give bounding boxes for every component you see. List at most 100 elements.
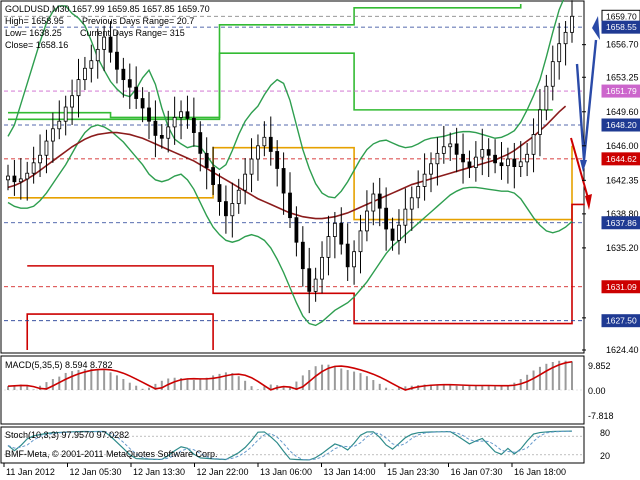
macd-tick-bottom: -7.818 [588, 411, 614, 421]
symbol-ohlc-line: GOLDUSD,M30 1657.99 1659.85 1657.85 1659… [5, 4, 210, 14]
pivot-r-upper [8, 4, 522, 121]
candle-body [115, 51, 119, 70]
ohlc-header: GOLDUSD,M30 1657.99 1659.85 1657.85 1659… [5, 4, 210, 50]
candle-body [185, 111, 190, 119]
candle-body [416, 186, 421, 199]
price-tick-label: 1642.35 [606, 175, 639, 185]
previous-days-range: Previous Days Range= 20.7 [82, 16, 194, 26]
candle-body [377, 193, 382, 209]
candle-body [409, 197, 414, 210]
candle-body [397, 224, 401, 241]
stoch-signal-line [7, 430, 573, 461]
candle-body [198, 132, 203, 154]
blue-arrow-head-icon [592, 16, 600, 40]
price-tag-box [601, 216, 640, 230]
low-value: Low= 1638.25 [5, 28, 62, 38]
close-value: Close= 1658.16 [5, 40, 68, 50]
copyright: BMF-Meta, © 2001-2011 MetaQuotes Softwar… [5, 449, 218, 459]
candle-body [313, 278, 318, 292]
price-tag-box [601, 118, 640, 132]
candle-body [262, 136, 267, 147]
candle-body [352, 251, 356, 268]
candle-body [275, 151, 280, 169]
candle-body [230, 203, 235, 217]
time-tick-label: 16 Jan 07:30 [451, 467, 503, 477]
candle-body [211, 167, 215, 185]
candle-body [159, 135, 164, 139]
price-tick-label: 1646.00 [606, 141, 639, 151]
candlesticks [6, 0, 574, 314]
candle-body [243, 173, 248, 191]
candle-body [249, 158, 254, 175]
candle-body [435, 152, 440, 165]
candle-body [256, 145, 260, 160]
candle-body [403, 208, 408, 226]
forecast-line-red [570, 137, 589, 199]
candle-body [18, 178, 23, 183]
candle-body [461, 153, 465, 163]
macd-label: MACD(5,35,5) 8.594 8.782 [5, 360, 113, 370]
bollinger-upper [7, 0, 565, 199]
candle-body [550, 61, 555, 87]
macd-indicator [4, 360, 582, 391]
time-tick-label: 12 Jan 22:00 [197, 467, 249, 477]
candle-body [326, 236, 331, 258]
price-tag-box [601, 314, 640, 328]
forecast-arrows [570, 16, 600, 210]
candle-body [12, 175, 17, 183]
pivot-s-lower [26, 313, 214, 350]
candle-body [95, 48, 100, 62]
candle-body [544, 85, 549, 111]
candle-body [467, 161, 472, 168]
price-tag-value: 1644.62 [606, 154, 637, 164]
candle-body [166, 126, 171, 139]
price-tag-value: 1637.86 [606, 218, 637, 228]
candle-body [108, 36, 113, 53]
candle-body [204, 152, 209, 168]
candle-body [224, 201, 228, 217]
stoch-panel[interactable] [0, 426, 585, 464]
candle-body [525, 153, 530, 163]
candle-body [345, 243, 350, 268]
time-tick-label: 12 Jan 13:30 [133, 467, 185, 477]
price-tag-box [601, 280, 640, 294]
price-tick-label: 1653.25 [606, 72, 639, 82]
pivot-s-upper [27, 203, 585, 325]
candle-body [473, 156, 478, 168]
candle-body [506, 158, 510, 167]
price-tag-value: 1651.79 [606, 86, 637, 96]
candle-body [365, 210, 369, 232]
high-value: High= 1658.95 [5, 16, 64, 26]
candle-body [557, 43, 562, 63]
macd-signal-line [7, 360, 573, 391]
candle-body [371, 193, 376, 212]
bollinger-lower [7, 124, 573, 327]
moving-average [7, 105, 567, 220]
horizontal-level-lines [4, 15, 582, 322]
time-tick-label: 15 Jan 23:30 [387, 467, 439, 477]
candle-body [140, 98, 145, 109]
candle-body [50, 128, 55, 142]
price-tag-box [601, 20, 640, 34]
price-tag-box [601, 84, 640, 98]
candle-body [384, 207, 389, 230]
candle-body [217, 184, 222, 202]
price-tag-value: 1627.50 [606, 316, 637, 326]
candle-body [499, 162, 504, 167]
candle-body [339, 222, 344, 245]
candle-body [518, 161, 523, 168]
time-tick-label: 13 Jan 06:00 [260, 467, 312, 477]
candle-body [57, 120, 62, 130]
time-axis: 11 Jan 2012 12 Jan 05:30 12 Jan 13:30 12 Ja… [3, 463, 566, 477]
price-tick-label: 1635.20 [606, 243, 639, 253]
candle-body [31, 162, 36, 174]
pivot-r-lower [8, 52, 553, 119]
price-tag-value: 1631.09 [606, 282, 637, 292]
candle-body [191, 117, 196, 133]
candle-body [44, 140, 49, 156]
candle-body [63, 106, 68, 122]
candle-body [429, 163, 433, 175]
red-arrow-head-icon [585, 194, 592, 210]
candle-body [121, 68, 126, 81]
